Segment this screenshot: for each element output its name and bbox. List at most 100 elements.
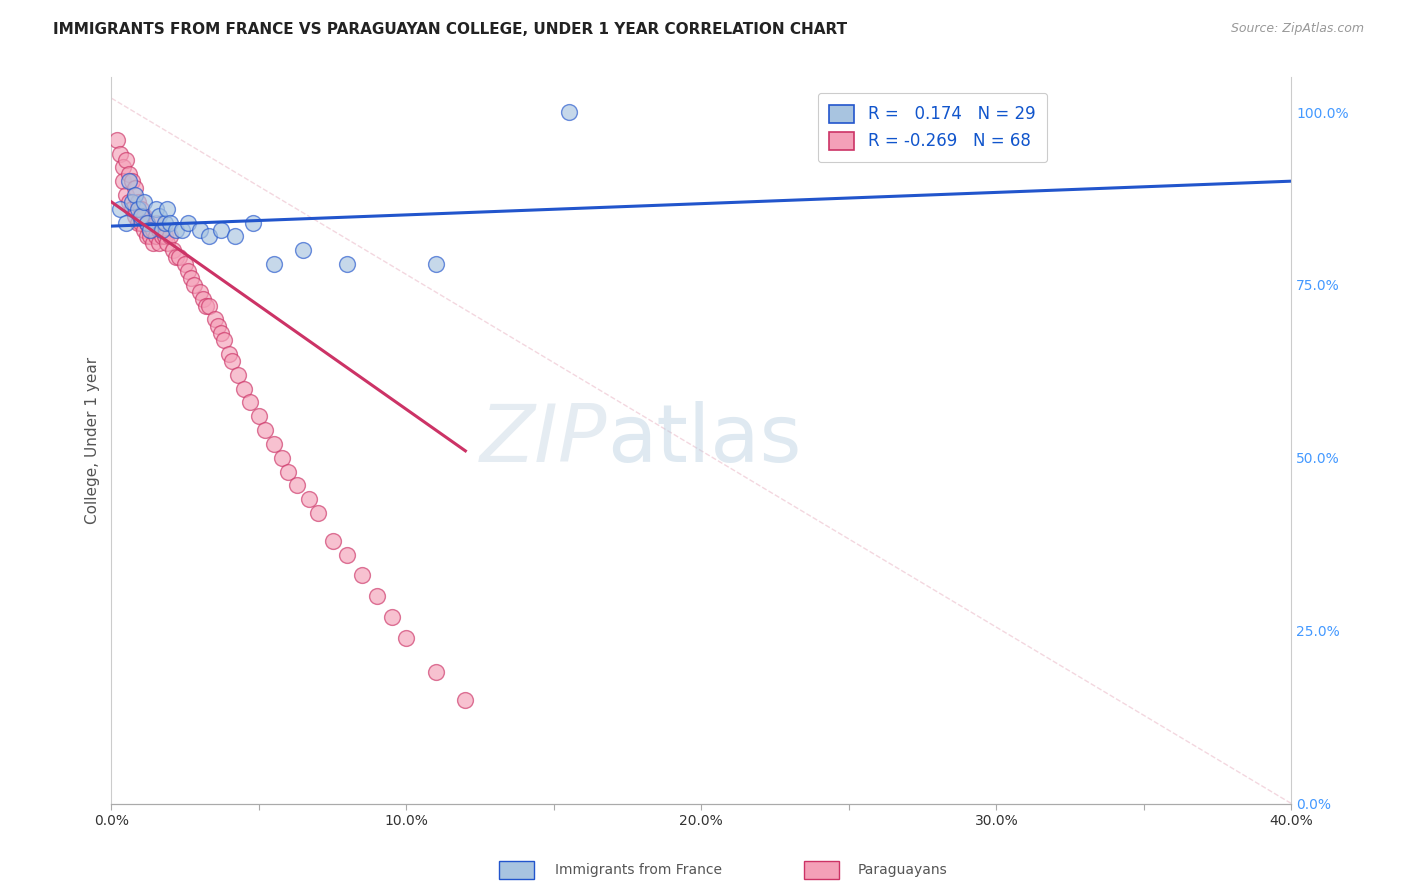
Point [127, 194, 149, 209]
Point [127, 216, 149, 230]
Point [142, 236, 165, 251]
Point [292, 244, 315, 258]
Point [121, 202, 143, 216]
Point [118, 174, 141, 188]
Point [277, 465, 299, 479]
Point [153, 229, 176, 244]
Point [139, 229, 162, 244]
Point [135, 216, 157, 230]
Point [148, 222, 170, 236]
Point [142, 222, 165, 236]
Text: Paraguayans: Paraguayans [858, 863, 948, 877]
Point [145, 216, 167, 230]
Point [425, 665, 447, 680]
Point [366, 589, 388, 603]
Point [425, 257, 447, 271]
Point [110, 202, 132, 216]
Point [221, 354, 243, 368]
Point [112, 174, 135, 188]
Text: IMMIGRANTS FROM FRANCE VS PARAGUAYAN COLLEGE, UNDER 1 YEAR CORRELATION CHART: IMMIGRANTS FROM FRANCE VS PARAGUAYAN COL… [53, 22, 848, 37]
Point [224, 229, 246, 244]
Point [197, 229, 219, 244]
Point [322, 533, 344, 548]
Point [124, 209, 146, 223]
Point [118, 194, 141, 209]
Point [177, 216, 200, 230]
Point [381, 609, 404, 624]
Point [194, 299, 217, 313]
Point [132, 194, 155, 209]
Point [233, 382, 256, 396]
Point [148, 209, 170, 223]
Text: ZIP: ZIP [479, 401, 607, 480]
Point [135, 216, 157, 230]
Point [129, 202, 152, 216]
Point [209, 326, 232, 341]
Point [209, 222, 232, 236]
Point [139, 222, 162, 236]
Text: atlas: atlas [607, 401, 801, 480]
Point [124, 181, 146, 195]
Point [263, 257, 285, 271]
Text: Source: ZipAtlas.com: Source: ZipAtlas.com [1230, 22, 1364, 36]
Point [148, 236, 170, 251]
Point [145, 229, 167, 244]
Point [124, 188, 146, 202]
Point [165, 250, 187, 264]
Point [118, 167, 141, 181]
Point [253, 423, 276, 437]
Point [191, 292, 214, 306]
Point [129, 209, 152, 223]
Point [159, 216, 181, 230]
Point [239, 395, 262, 409]
Point [226, 368, 249, 382]
Point [121, 174, 143, 188]
Point [197, 299, 219, 313]
Point [177, 264, 200, 278]
Point [129, 216, 152, 230]
Point [188, 285, 211, 299]
Point [207, 319, 229, 334]
Point [115, 216, 138, 230]
Legend: R =   0.174   N = 29, R = -0.269   N = 68: R = 0.174 N = 29, R = -0.269 N = 68 [818, 93, 1047, 162]
Point [298, 492, 321, 507]
Point [183, 277, 205, 292]
Y-axis label: College, Under 1 year: College, Under 1 year [86, 357, 100, 524]
Point [172, 222, 194, 236]
Point [115, 153, 138, 168]
Point [132, 222, 155, 236]
Point [242, 216, 264, 230]
Point [307, 506, 329, 520]
Point [352, 568, 374, 582]
Point [218, 347, 240, 361]
Point [557, 105, 579, 120]
Text: Immigrants from France: Immigrants from France [555, 863, 723, 877]
Point [174, 257, 197, 271]
Point [165, 222, 187, 236]
Point [188, 222, 211, 236]
Point [395, 631, 418, 645]
Point [247, 409, 270, 424]
Point [132, 209, 155, 223]
Point [112, 161, 135, 175]
Point [156, 236, 179, 251]
Point [336, 257, 359, 271]
Point [454, 693, 477, 707]
Point [204, 312, 226, 326]
Point [180, 271, 202, 285]
Point [127, 202, 149, 216]
Point [139, 222, 162, 236]
Point [167, 250, 190, 264]
Point [135, 229, 157, 244]
Point [150, 229, 173, 244]
Point [159, 229, 181, 244]
Point [285, 478, 308, 492]
Point [212, 333, 235, 347]
Point [110, 146, 132, 161]
Point [162, 244, 184, 258]
Point [145, 202, 167, 216]
Point [105, 133, 128, 147]
Point [263, 437, 285, 451]
Point [271, 450, 294, 465]
Point [336, 548, 359, 562]
